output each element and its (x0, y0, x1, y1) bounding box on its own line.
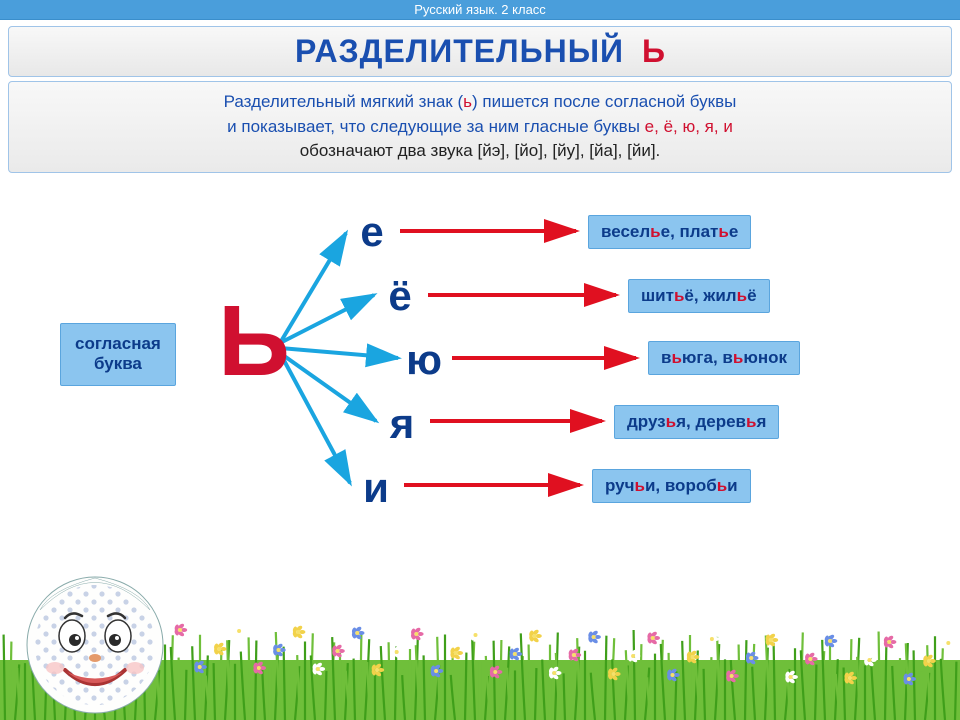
example-box-0: веселье, платье (588, 215, 751, 249)
consonant-label-2: буква (94, 354, 142, 373)
title-accent: Ь (642, 33, 665, 69)
vowel-я: я (382, 403, 422, 445)
title-box: РАЗДЕЛИТЕЛЬНЫЙ Ь (8, 26, 952, 77)
example-box-3: друзья, деревья (614, 405, 779, 439)
vowel-ё: ё (380, 275, 420, 317)
header-subject: Русский язык. 2 класс (0, 0, 960, 20)
rule-box: Разделительный мягкий знак (ь) пишется п… (8, 81, 952, 173)
rule-line2a: и показывает, что следующие за ним гласн… (227, 117, 645, 136)
kolobok-character (10, 550, 180, 720)
consonant-label-1: согласная (75, 334, 161, 353)
rule-line2b: е, ё, ю, я, и (645, 117, 733, 136)
rule-line1c: ) пишется после согласной буквы (472, 92, 736, 111)
rule-line1a: Разделительный мягкий знак ( (224, 92, 463, 111)
grass-band (0, 550, 960, 720)
example-box-2: вьюга, вьюнок (648, 341, 800, 375)
vowel-и: и (356, 467, 396, 509)
rule-line1b: ь (463, 92, 472, 111)
example-box-4: ручьи, воробьи (592, 469, 751, 503)
example-box-1: шитьё, жильё (628, 279, 770, 313)
title-main: РАЗДЕЛИТЕЛЬНЫЙ (295, 33, 624, 69)
vowel-е: е (352, 211, 392, 253)
rule-line3: обозначают два звука [йэ], [йо], [йу], [… (300, 141, 661, 160)
vowel-ю: ю (404, 339, 444, 381)
consonant-box: согласная буква (60, 323, 176, 386)
diagram-area: согласная буква Ь еёюяи веселье, платье ш… (0, 183, 960, 563)
soft-sign: Ь (218, 291, 290, 391)
